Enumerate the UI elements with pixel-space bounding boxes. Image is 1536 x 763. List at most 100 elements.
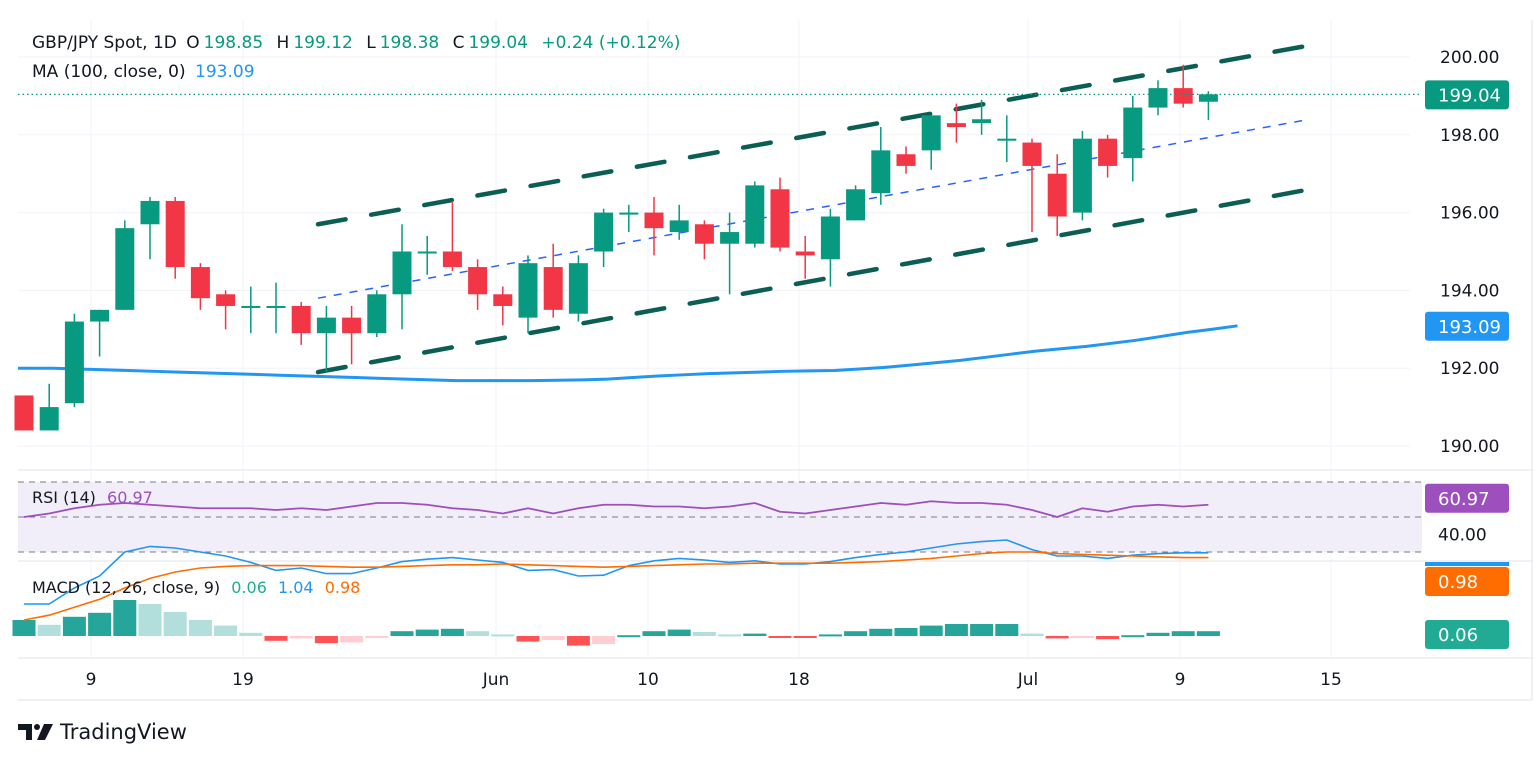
close-label: C 199.04 (453, 33, 532, 53)
candle-body (543, 267, 563, 310)
candle-body (896, 154, 916, 166)
ma-badge: 193.09 (1438, 317, 1501, 338)
macd-hist-value: 0.06 (231, 578, 267, 597)
candle-body (694, 224, 714, 244)
date-tick-label: 15 (1320, 670, 1342, 690)
macd-signal-line (23, 551, 1209, 621)
ma-label: MA (100, close, 0) (32, 62, 186, 82)
candle-body (720, 232, 740, 244)
macd-histogram-bar (138, 604, 162, 636)
macd-histogram-bar (1070, 636, 1094, 638)
macd-hist-badge-bg (1425, 620, 1509, 649)
candle-body (417, 251, 437, 254)
date-tick-label: 10 (637, 670, 659, 690)
candle-body (115, 228, 135, 310)
open-label: O 198.85 (186, 33, 267, 53)
date-tick-label: 19 (232, 670, 254, 690)
macd-histogram-bar (1020, 633, 1044, 636)
candle-body (1148, 88, 1168, 108)
macd-histogram-bar (617, 635, 641, 638)
macd-signal-badge: 0.98 (1438, 572, 1478, 593)
last-price-badge-bg (1425, 80, 1509, 110)
macd-signal-value: 0.98 (324, 578, 361, 597)
rsi-badge-bg (1425, 483, 1509, 513)
macd-histogram-bar (743, 633, 767, 636)
candle-body (795, 251, 815, 256)
macd-hist-badge: 0.06 (1438, 625, 1478, 646)
macd-histogram-bar (340, 636, 364, 643)
candle-body (518, 263, 538, 318)
candle-body (64, 321, 84, 404)
tradingview-logo[interactable]: TradingView (18, 720, 187, 744)
chart-background (18, 20, 1532, 702)
macd-histogram-bar (919, 625, 943, 636)
macd-histogram-bar (466, 631, 490, 636)
macd-histogram-bar (88, 612, 112, 636)
candle-body (619, 212, 639, 215)
candle-body (14, 395, 34, 431)
macd-histogram-bar (289, 636, 313, 639)
candle-body (745, 185, 765, 244)
date-tick-label: 18 (788, 670, 810, 690)
candle-body (1123, 107, 1143, 159)
candle-body (594, 212, 614, 252)
candle-body (291, 305, 311, 334)
rsi-legend: RSI (14) 60.97 (32, 488, 153, 507)
candle-body (820, 216, 840, 260)
macd-histogram-bar (768, 636, 792, 638)
candle-body (493, 294, 513, 306)
low-label: L 198.38 (366, 33, 443, 53)
candle-body (669, 220, 689, 233)
candle-body (468, 267, 488, 295)
macd-histogram-bar (1045, 636, 1069, 639)
tradingview-logo-icon (18, 724, 53, 740)
macd-histogram-bar (516, 636, 540, 642)
rsi-line (23, 500, 1209, 518)
price-tick-label: 200.00 (1440, 48, 1499, 68)
channel-lower-line (315, 187, 1313, 375)
macd-line (24, 539, 1209, 605)
high-label: H 199.12 (277, 33, 357, 53)
low-value: 198.38 (379, 33, 440, 53)
macd-histogram-bar (566, 636, 590, 646)
close-value: 199.04 (468, 33, 528, 53)
date-tick-label: Jun (482, 670, 510, 690)
candle-body (392, 251, 412, 295)
macd-histogram-bar (415, 629, 439, 636)
macd-histogram-bar (894, 628, 918, 636)
macd-histogram-bar (1196, 631, 1220, 636)
macd-histogram-bar (239, 632, 263, 636)
macd-label: MACD (12, 26, close, 9) (32, 578, 221, 597)
price-tick-label: 196.00 (1440, 204, 1499, 224)
macd-histogram-bar (440, 628, 464, 636)
candle-body (1173, 88, 1193, 104)
candle-body (972, 119, 992, 124)
macd-histogram-bar (818, 634, 842, 637)
macd-histogram-bar (390, 631, 414, 636)
candle-body (568, 263, 588, 314)
macd-histogram-bar (995, 624, 1019, 636)
macd-histogram-bar (491, 634, 515, 637)
candle-body (1072, 138, 1092, 213)
candle-body (1198, 94, 1218, 102)
candle-body (442, 251, 462, 268)
rsi-badge: 60.97 (1438, 489, 1490, 510)
channel-upper-line (315, 43, 1313, 227)
candle-body (241, 305, 261, 308)
rsi-level-label: 40.00 (1438, 526, 1487, 546)
macd-histogram-bar (264, 636, 288, 641)
price-tick-label: 192.00 (1440, 359, 1499, 379)
low-prefix: L (366, 33, 376, 53)
candle-body (1022, 142, 1042, 166)
macd-histogram-bar (214, 625, 238, 636)
macd-histogram-bar (1171, 631, 1195, 636)
candle-body (644, 212, 664, 229)
symbol-label: GBP/JPY Spot, 1D (32, 33, 177, 53)
ohlc-legend: GBP/JPY Spot, 1D O 198.85 H 199.12 L 198.38… (32, 33, 684, 53)
macd-histogram-bar (365, 636, 389, 638)
macd-histogram-bar (163, 612, 187, 636)
close-prefix: C (452, 33, 465, 53)
macd-histogram-bar (12, 620, 36, 636)
candle-body (871, 150, 891, 194)
